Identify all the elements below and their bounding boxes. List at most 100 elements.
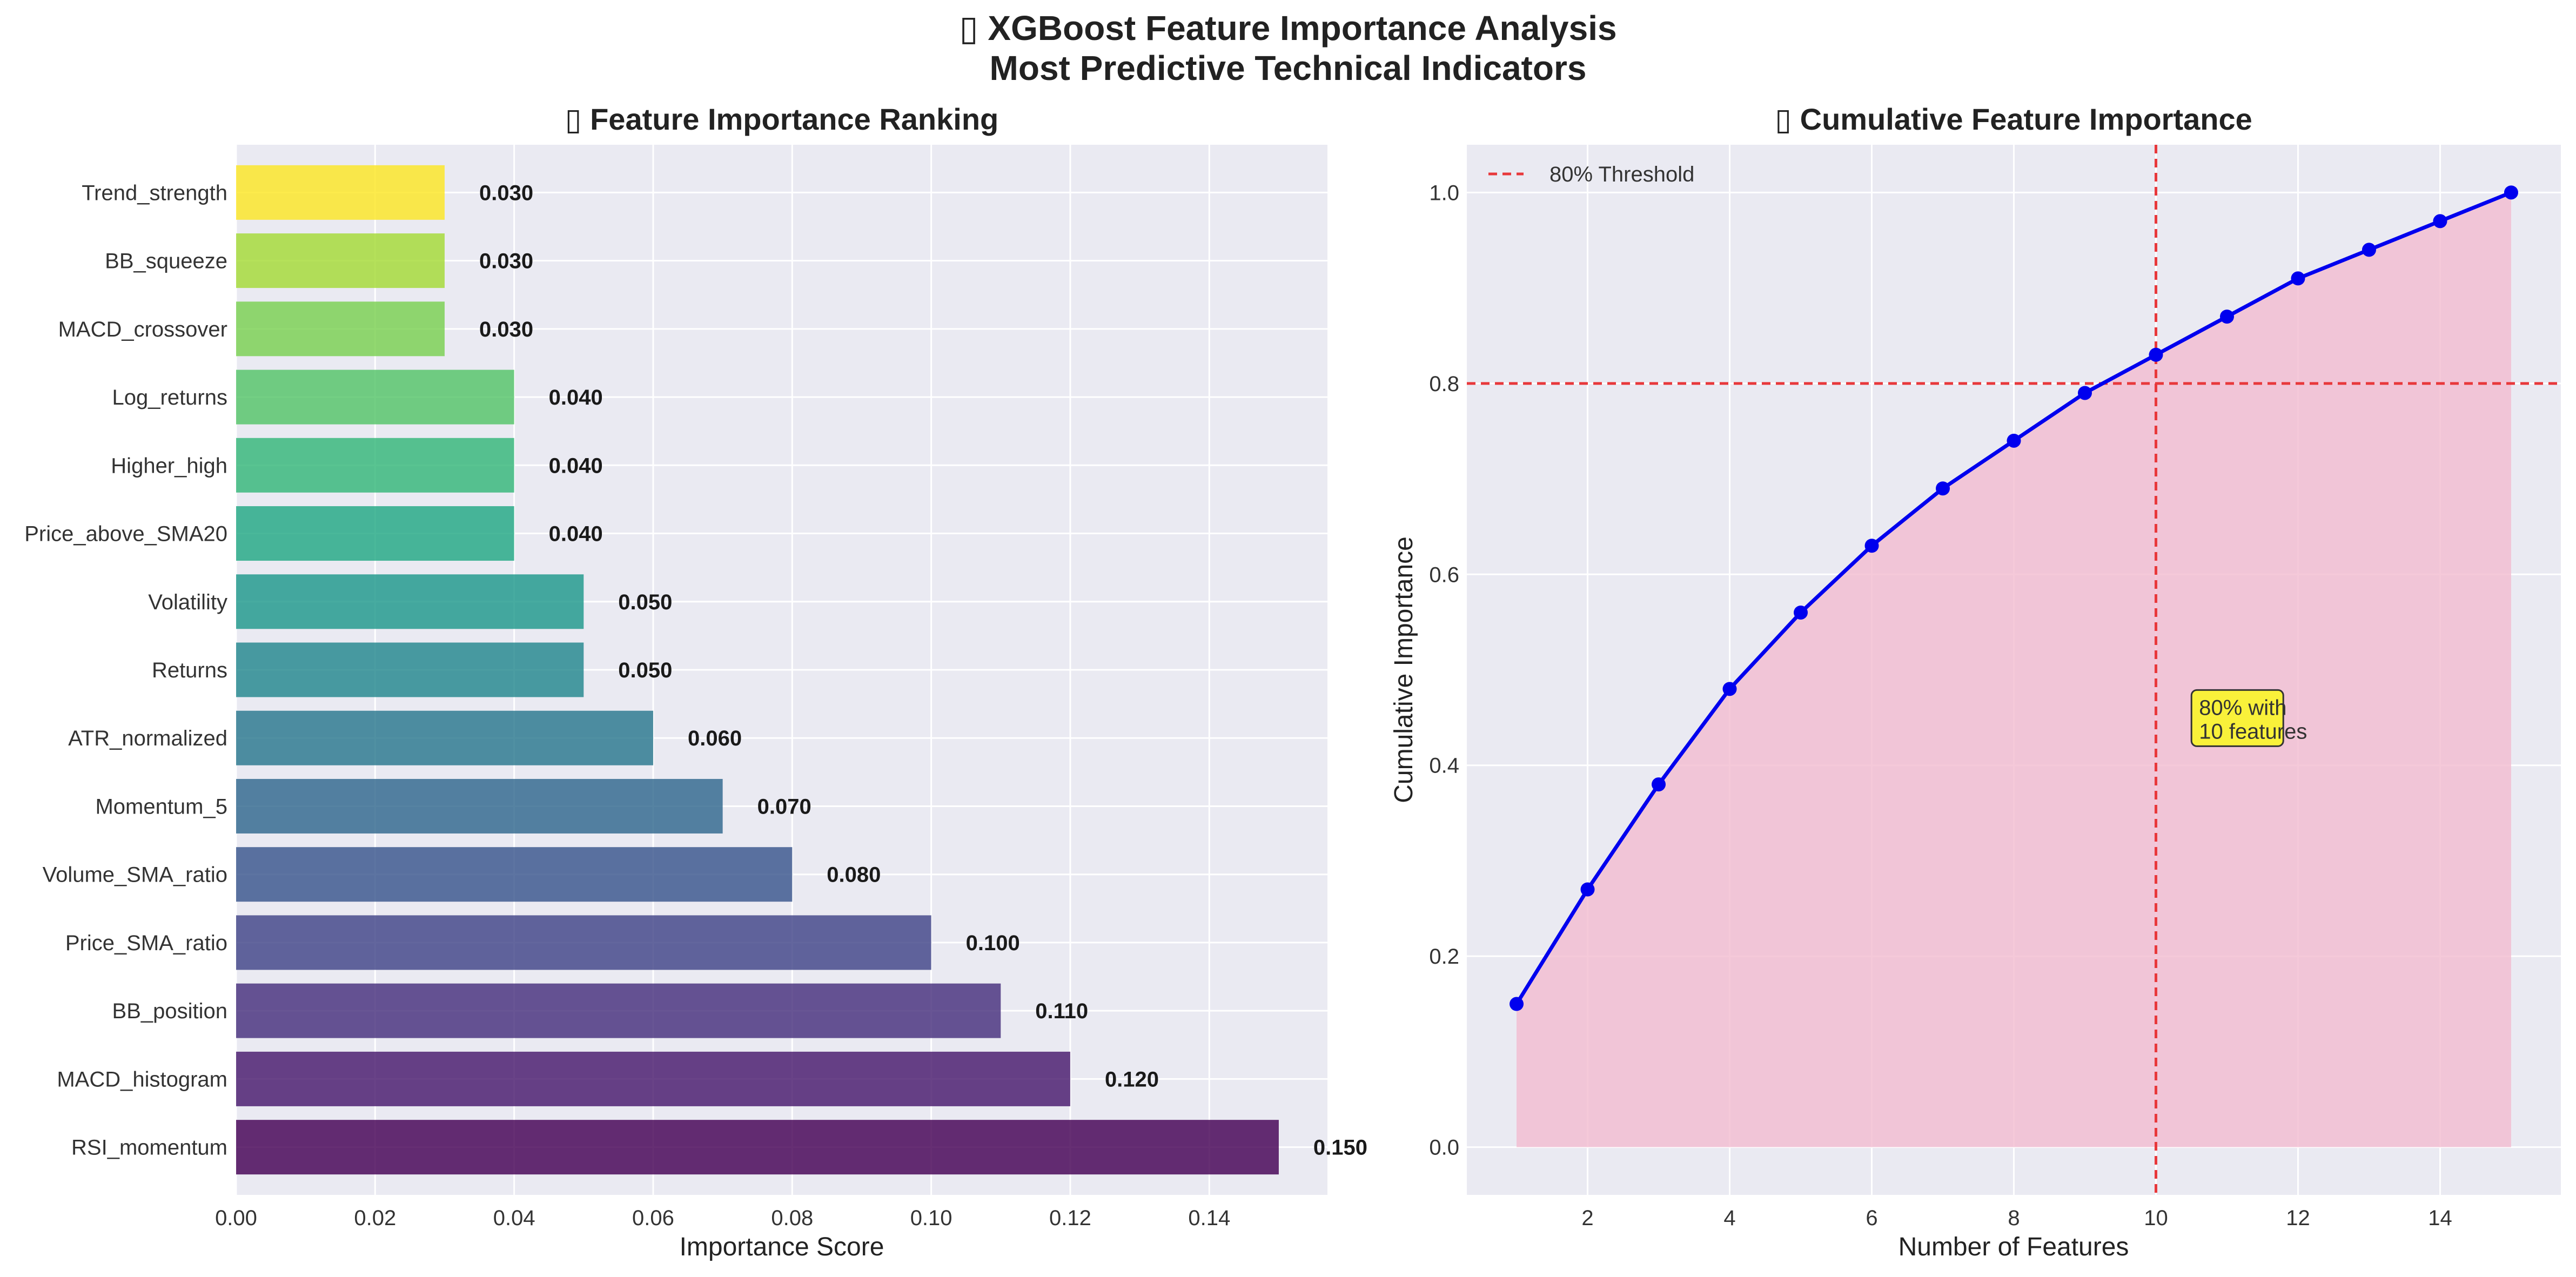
annotation-box	[2190, 689, 2284, 747]
importance-bar	[236, 983, 1001, 1038]
right-x-tick-label: 8	[2008, 1206, 2020, 1230]
importance-bar	[236, 301, 445, 357]
cumulative-point	[2291, 271, 2305, 286]
bar-value-label: 0.040	[549, 386, 603, 409]
left-x-tick-label: 0.04	[493, 1206, 535, 1230]
cumulative-point	[2219, 310, 2234, 324]
cumulative-points	[1510, 185, 2518, 1011]
right-y-ticks: 0.0 0.2 0.4 0.6 0.8 1.0	[1429, 181, 1459, 1159]
left-x-tick-label: 0.08	[771, 1206, 813, 1230]
right-y-tick-label: 0.6	[1429, 563, 1459, 587]
feature-name-label: MACD_crossover	[58, 318, 227, 341]
right-x-ticks: 2 4 6 8 10 12 14	[1581, 1206, 2452, 1230]
right-x-axis-label: Number of Features	[1899, 1233, 2129, 1261]
importance-bar	[236, 233, 445, 288]
right-x-tick-label: 12	[2286, 1206, 2310, 1230]
bar-value-label: 0.110	[1035, 999, 1088, 1023]
importance-bar	[236, 369, 514, 425]
feature-name-label: Price_SMA_ratio	[65, 931, 227, 955]
figure-subtitle: Most Predictive Technical Indicators	[990, 49, 1587, 88]
annotation-line-2: 10 features	[2199, 720, 2307, 743]
threshold-annotation: 80% with 10 features	[2190, 689, 2307, 747]
importance-bar	[236, 506, 514, 561]
left-x-tick-label: 0.14	[1188, 1206, 1230, 1230]
cumulative-point	[2149, 347, 2163, 362]
cumulative-point	[1794, 605, 1808, 620]
feature-name-label: RSI_momentum	[71, 1136, 227, 1160]
feature-name-label: ATR_normalized	[68, 727, 227, 750]
importance-bar	[236, 1051, 1070, 1106]
importance-bar	[236, 915, 931, 970]
feature-name-label: Volume_SMA_ratio	[43, 863, 227, 887]
feature-importance-panel: 0.150 0.120 0.110 0.100 0.080 0.070 0.060 0.050…	[24, 102, 1367, 1261]
right-x-tick-label: 10	[2144, 1206, 2168, 1230]
importance-bars	[236, 165, 1279, 1175]
cumulative-area-fill	[1517, 192, 2511, 1147]
left-chart-title: ▯ Feature Importance Ranking	[565, 102, 999, 136]
right-y-tick-label: 0.4	[1429, 754, 1459, 778]
importance-bar	[236, 438, 514, 493]
area-fill	[1517, 192, 2511, 1147]
bar-value-label: 0.060	[688, 727, 742, 750]
legend: 80% Threshold	[1488, 163, 1694, 186]
left-x-tick-label: 0.00	[215, 1206, 257, 1230]
right-x-tick-label: 14	[2428, 1206, 2452, 1230]
importance-bar	[236, 165, 445, 220]
annotation-line-1: 80% with	[2199, 696, 2286, 720]
cumulative-point	[1510, 997, 1524, 1011]
importance-bar	[236, 574, 584, 629]
right-x-tick-label: 6	[1866, 1206, 1877, 1230]
cumulative-point	[2077, 386, 2092, 400]
bar-value-label: 0.120	[1105, 1067, 1159, 1091]
right-chart-title: ▯ Cumulative Feature Importance	[1775, 102, 2252, 136]
importance-bar	[236, 778, 723, 834]
bar-value-label: 0.030	[479, 318, 533, 341]
feature-name-label: BB_position	[112, 999, 227, 1023]
cumulative-point	[2504, 185, 2518, 200]
right-y-axis-label: Cumulative Importance	[1390, 536, 1418, 803]
bar-value-label: 0.150	[1313, 1136, 1367, 1160]
bar-value-label: 0.040	[549, 522, 603, 546]
bar-value-label: 0.040	[549, 454, 603, 478]
bar-value-label: 0.030	[479, 250, 533, 273]
cumulative-point	[2007, 433, 2021, 448]
feature-name-label: Price_above_SMA20	[24, 522, 227, 546]
bar-value-label: 0.050	[618, 658, 672, 682]
feature-name-label: Returns	[152, 658, 227, 682]
cumulative-importance-panel: 2 4 6 8 10 12 14 0.0 0.2 0.4 0.6 0.8 1.0 80% Thresh…	[1390, 102, 2561, 1261]
right-x-tick-label: 4	[1723, 1206, 1735, 1230]
cumulative-point	[1652, 777, 1666, 792]
importance-bar	[236, 1120, 1279, 1175]
importance-bar	[236, 642, 584, 697]
cumulative-point	[2362, 243, 2376, 257]
right-y-tick-label: 1.0	[1429, 181, 1459, 205]
left-x-tick-label: 0.10	[910, 1206, 952, 1230]
feature-name-label: BB_squeeze	[105, 250, 227, 273]
legend-threshold-label: 80% Threshold	[1549, 163, 1694, 186]
right-y-tick-label: 0.0	[1429, 1136, 1459, 1160]
feature-name-label: Trend_strength	[82, 181, 227, 205]
bar-value-label: 0.070	[757, 795, 811, 818]
bar-value-labels: 0.150 0.120 0.110 0.100 0.080 0.070 0.060 0.050…	[479, 181, 1367, 1159]
right-x-tick-label: 2	[1581, 1206, 1593, 1230]
feature-name-label: Momentum_5	[95, 795, 227, 818]
feature-name-labels: RSI_momentum MACD_histogram BB_position Pri…	[24, 181, 227, 1159]
figure-title: ▯ XGBoost Feature Importance Analysis	[959, 9, 1616, 48]
bar-value-label: 0.100	[966, 931, 1020, 955]
cumulative-point	[1864, 539, 1879, 553]
left-x-axis-label: Importance Score	[680, 1233, 884, 1261]
cumulative-point	[1936, 481, 1950, 496]
feature-name-label: Higher_high	[111, 454, 227, 478]
right-y-tick-label: 0.2	[1429, 945, 1459, 969]
threshold-lines	[1467, 145, 2561, 1195]
right-y-tick-label: 0.8	[1429, 372, 1459, 396]
feature-name-label: Log_returns	[112, 386, 227, 409]
cumulative-point	[1722, 682, 1737, 696]
cumulative-point	[1580, 882, 1595, 897]
feature-name-label: Volatility	[148, 590, 227, 614]
cumulative-point	[2433, 214, 2447, 228]
importance-bar	[236, 710, 653, 765]
left-x-tick-label: 0.02	[354, 1206, 396, 1230]
bar-value-label: 0.030	[479, 181, 533, 205]
